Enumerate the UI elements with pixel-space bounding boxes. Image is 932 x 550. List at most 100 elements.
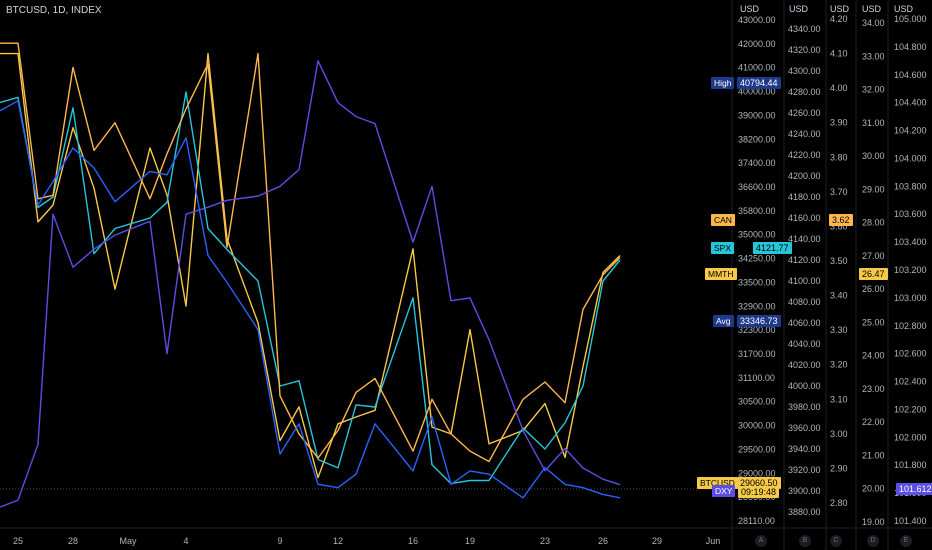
- symbol-title[interactable]: BTCUSD, 1D, INDEX: [6, 5, 102, 16]
- spx-label: SPX: [711, 242, 735, 254]
- y-tick-label-D: 28.00: [862, 218, 885, 228]
- scale-currency-E: USD: [894, 4, 914, 14]
- high-label: High: [711, 77, 735, 89]
- y-tick-label-B: 4280.00: [788, 87, 821, 97]
- y-tick-label-D: 19.00: [862, 517, 885, 527]
- y-tick-label-E: 104.600: [894, 70, 927, 80]
- y-tick-label-D: 20.00: [862, 484, 885, 494]
- y-tick-label-A: 36600.00: [738, 182, 776, 192]
- y-tick-label-A: 31100.00: [738, 373, 775, 383]
- x-tick-label: 28: [68, 536, 78, 546]
- x-tick-label: 4: [183, 536, 188, 546]
- y-tick-label-C: 3.40: [830, 291, 848, 301]
- y-tick-label-E: 102.400: [894, 377, 927, 387]
- y-tick-label-C: 2.90: [830, 463, 848, 473]
- y-tick-label-C: 3.10: [830, 394, 848, 404]
- y-tick-label-D: 23.00: [862, 384, 885, 394]
- y-tick-label-E: 102.600: [894, 349, 927, 359]
- y-tick-label-A: 35800.00: [738, 206, 776, 216]
- series-line-can: [0, 42, 621, 463]
- y-tick-label-C: 3.80: [830, 152, 848, 162]
- y-tick-label-E: 101.400: [894, 516, 927, 526]
- y-tick-label-B: 4040.00: [788, 339, 821, 349]
- y-tick-label-A: 31700.00: [738, 349, 776, 359]
- y-tick-label-A: 30500.00: [738, 397, 776, 407]
- x-tick-label: 9: [277, 536, 282, 546]
- y-tick-label-C: 3.30: [830, 325, 848, 335]
- y-tick-label-E: 103.200: [894, 265, 927, 275]
- y-tick-label-B: 4340.00: [788, 24, 821, 34]
- y-tick-label-B: 4080.00: [788, 297, 821, 307]
- y-tick-label-A: 34250.00: [738, 254, 776, 264]
- scale-toggle-b[interactable]: B: [799, 535, 811, 547]
- y-tick-label-B: 3920.00: [788, 465, 821, 475]
- series-line-avg: [0, 100, 621, 499]
- y-tick-label-C: 3.20: [830, 360, 848, 370]
- y-tick-label-B: 4300.00: [788, 66, 821, 76]
- y-tick-label-B: 3980.00: [788, 402, 821, 412]
- y-tick-label-A: 32900.00: [738, 301, 776, 311]
- spx-value: 4121.77: [753, 242, 792, 254]
- y-tick-label-B: 4060.00: [788, 318, 821, 328]
- x-tick-label: 26: [598, 536, 608, 546]
- y-tick-label-C: 3.60: [830, 221, 848, 231]
- y-tick-label-A: 33500.00: [738, 277, 776, 287]
- y-tick-label-C: 2.80: [830, 498, 848, 508]
- y-tick-label-A: 35000.00: [738, 230, 776, 240]
- y-tick-label-A: 32300.00: [738, 325, 776, 335]
- y-tick-label-C: 4.10: [830, 49, 848, 59]
- y-tick-label-B: 4320.00: [788, 45, 821, 55]
- y-tick-label-B: 4260.00: [788, 108, 821, 118]
- x-tick-label: 16: [408, 536, 418, 546]
- dxy-value: 101.612: [896, 483, 932, 495]
- y-tick-label-B: 3940.00: [788, 444, 821, 454]
- scale-toggle-a[interactable]: A: [755, 535, 767, 547]
- y-tick-label-D: 26.00: [862, 284, 885, 294]
- y-tick-label-D: 29.00: [862, 184, 885, 194]
- y-tick-label-A: 38200.00: [738, 134, 776, 144]
- y-tick-label-C: 4.20: [830, 14, 848, 24]
- scale-toggle-c[interactable]: C: [830, 535, 842, 547]
- y-tick-label-B: 4240.00: [788, 129, 821, 139]
- y-tick-label-A: 37400.00: [738, 158, 776, 168]
- avg-value: 33346.73: [737, 315, 781, 327]
- y-tick-label-C: 3.90: [830, 118, 848, 128]
- y-tick-label-A: 28110.00: [738, 516, 775, 526]
- y-tick-label-E: 105.000: [894, 14, 927, 24]
- y-tick-label-D: 34.00: [862, 18, 885, 28]
- y-tick-label-B: 4020.00: [788, 360, 821, 370]
- scale-toggle-d[interactable]: D: [867, 535, 879, 547]
- y-tick-label-D: 32.00: [862, 85, 885, 95]
- y-tick-label-C: 3.70: [830, 187, 848, 197]
- y-tick-label-B: 3880.00: [788, 507, 821, 517]
- y-tick-label-C: 3.00: [830, 429, 848, 439]
- y-tick-label-A: 39000.00: [738, 110, 776, 120]
- y-tick-label-B: 4220.00: [788, 150, 821, 160]
- y-tick-label-C: 3.50: [830, 256, 848, 266]
- series-line-dxy: [0, 60, 621, 508]
- series-line-spx: [0, 91, 621, 485]
- y-tick-label-A: 42000.00: [738, 39, 776, 49]
- y-tick-label-E: 104.200: [894, 126, 927, 136]
- scale-toggle-e[interactable]: E: [900, 535, 912, 547]
- btcusd-countdown: 09:19:48: [738, 486, 780, 498]
- y-tick-label-E: 102.000: [894, 432, 927, 442]
- y-tick-label-B: 4140.00: [788, 234, 821, 244]
- y-tick-label-D: 25.00: [862, 317, 885, 327]
- y-tick-label-E: 102.200: [894, 404, 927, 414]
- y-tick-label-B: 3900.00: [788, 486, 821, 496]
- y-tick-label-B: 4120.00: [788, 255, 821, 265]
- y-tick-label-A: 43000.00: [738, 15, 776, 25]
- y-tick-label-A: 29500.00: [738, 444, 776, 454]
- y-tick-label-D: 30.00: [862, 151, 885, 161]
- avg-label: Avg: [713, 315, 734, 327]
- y-tick-label-E: 103.600: [894, 209, 927, 219]
- y-tick-label-B: 4180.00: [788, 192, 821, 202]
- scale-currency-D: USD: [862, 4, 882, 14]
- y-tick-label-A: 40000.00: [738, 87, 776, 97]
- x-tick-label: Jun: [706, 536, 721, 546]
- y-tick-label-E: 103.000: [894, 293, 927, 303]
- y-tick-label-A: 41000.00: [738, 63, 776, 73]
- y-tick-label-D: 21.00: [862, 450, 885, 460]
